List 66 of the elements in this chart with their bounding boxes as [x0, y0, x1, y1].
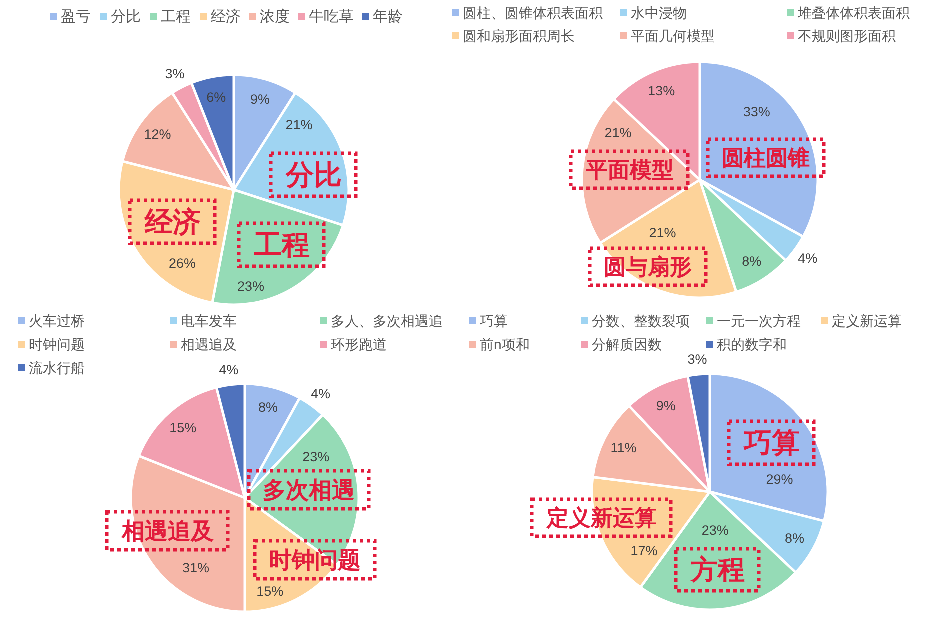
- data-label: 11%: [610, 440, 637, 456]
- text: 工程: [253, 230, 310, 260]
- data-label: 9%: [656, 398, 676, 414]
- legend-label: 圆柱、圆锥体积表面积: [463, 5, 603, 21]
- legend-label: 相遇追及: [181, 336, 237, 352]
- data-label: 31%: [182, 560, 210, 576]
- legend-label: 分比: [111, 8, 141, 26]
- data-label: 4%: [219, 362, 239, 378]
- legend-label: 流水行船: [29, 360, 85, 376]
- legend-label: 定义新运算: [832, 313, 902, 329]
- legend-label: 不规则图形面积: [798, 28, 896, 44]
- data-label: 23%: [302, 449, 330, 464]
- legend-label: 分数、整数裂项: [592, 313, 690, 329]
- legend-label: 火车过桥: [29, 313, 85, 329]
- data-label: 33%: [743, 104, 770, 120]
- legend-label: 分解质因数: [592, 336, 662, 352]
- legend-label: 巧算: [480, 313, 508, 329]
- data-label: 8%: [785, 531, 805, 546]
- data-label: 26%: [169, 256, 196, 271]
- data-label: 3%: [165, 66, 185, 82]
- text: 相遇追及: [121, 518, 214, 544]
- legend-label: 浓度: [260, 8, 290, 26]
- legend-label: 平面几何模型: [631, 28, 715, 44]
- legend-label: 盈亏: [61, 8, 91, 26]
- legend-label: 牛吃草: [309, 8, 354, 26]
- text: 平面模型: [585, 158, 674, 182]
- legend-label: 前n项和: [480, 336, 530, 352]
- legend-label: 一元一次方程: [717, 313, 801, 329]
- data-label: 13%: [648, 84, 676, 99]
- text: 经济: [144, 206, 201, 238]
- legend-label: 电车发车: [181, 313, 237, 329]
- text: 多次相遇: [263, 477, 355, 503]
- text: 圆柱圆锥: [722, 146, 810, 170]
- data-label: 6%: [206, 90, 226, 105]
- legend-label: 经济: [211, 8, 241, 26]
- data-label: 4%: [310, 386, 330, 402]
- text: 方程: [690, 555, 745, 585]
- legend-label: 年龄: [373, 8, 403, 26]
- text: 定义新运算: [546, 506, 657, 530]
- data-label: 3%: [688, 352, 708, 367]
- data-label: 23%: [237, 278, 264, 294]
- data-label: 21%: [604, 125, 632, 140]
- text: 巧算: [743, 428, 800, 458]
- legend-label: 多人、多次相遇追: [331, 313, 443, 329]
- data-label: 9%: [250, 92, 270, 107]
- legend-label: 工程: [161, 8, 191, 26]
- legend-label: 环形跑道: [331, 336, 387, 352]
- legend-label: 堆叠体体积表面积: [797, 5, 910, 21]
- data-label: 4%: [798, 250, 818, 266]
- data-label: 8%: [258, 400, 278, 415]
- data-label: 21%: [649, 226, 676, 241]
- data-label: 8%: [742, 254, 762, 270]
- data-label: 29%: [766, 472, 794, 488]
- data-label: 15%: [256, 584, 284, 600]
- legend-label: 积的数字和: [717, 336, 787, 352]
- legend-label: 水中浸物: [631, 5, 687, 21]
- legend-label: 圆和扇形面积周长: [463, 28, 575, 44]
- data-label: 15%: [170, 420, 197, 436]
- legend-label: 时钟问题: [29, 336, 85, 352]
- text: 圆与扇形: [604, 254, 692, 280]
- data-label: 21%: [286, 118, 313, 133]
- data-label: 23%: [702, 523, 729, 538]
- data-label: 17%: [630, 544, 658, 559]
- text: 分比: [285, 160, 342, 190]
- text: 时钟问题: [269, 547, 361, 573]
- data-label: 12%: [144, 127, 172, 142]
